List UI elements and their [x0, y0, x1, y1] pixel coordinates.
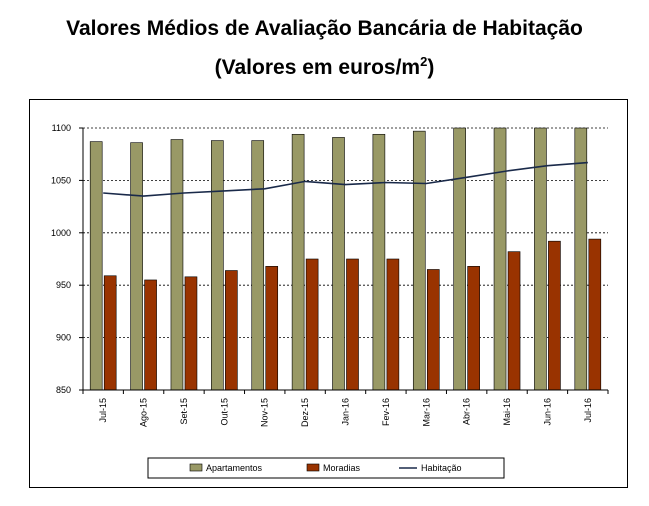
legend-swatch — [189, 463, 203, 472]
bar-apartamentos — [453, 127, 466, 391]
bar-moradias — [588, 238, 602, 391]
x-tick-label: Nov-15 — [260, 398, 270, 427]
y-tick-label: 850 — [56, 385, 71, 395]
bar-moradias — [426, 269, 440, 391]
x-tick-labels: Jul-15 Ago-15 Set-15 Out-15 Nov-15 Dez-15 Jan-… — [98, 398, 593, 427]
bar-apartamentos — [372, 133, 386, 391]
x-tick-label: Fev-16 — [381, 398, 391, 426]
y-tick-label: 1100 — [52, 123, 71, 133]
chart-subtitle: (Valores em euros/m2) — [214, 54, 435, 79]
bar-apartamentos — [130, 142, 143, 391]
bar-moradias — [225, 270, 238, 391]
x-tick-label: Ago-15 — [139, 398, 149, 427]
bar-apartamentos — [211, 140, 224, 391]
bar-moradias — [386, 258, 400, 391]
bar-apartamentos — [89, 141, 103, 391]
x-tick-label: Set-15 — [179, 398, 189, 425]
bar-apartamentos — [291, 133, 305, 391]
x-tick-label: Mai-16 — [502, 398, 512, 426]
bar-apartamentos — [170, 139, 184, 391]
axes — [79, 127, 609, 394]
y-tick-label: 900 — [56, 333, 71, 343]
bar-moradias — [103, 275, 117, 391]
gridlines — [83, 127, 608, 339]
legend-label: Habitação — [421, 463, 462, 473]
y-tick-label: 950 — [56, 280, 71, 290]
y-tick-label: 1000 — [51, 228, 71, 238]
chart-frame — [29, 99, 628, 488]
bar-moradias — [144, 279, 157, 391]
bar-moradias — [467, 266, 480, 391]
chart-title: Valores Médios de Avaliação Bancária de … — [66, 17, 583, 40]
legend-swatch — [306, 463, 320, 472]
legend-label: Apartamentos — [206, 463, 263, 473]
x-tick-label: Out-15 — [219, 398, 229, 426]
bar-moradias — [265, 266, 279, 391]
y-tick-labels: 850 900 950 1000 1050 1100 — [51, 123, 71, 395]
bar-apartamentos — [332, 137, 345, 391]
bar-moradias — [507, 251, 521, 391]
x-tick-label: Jul-16 — [583, 398, 593, 423]
x-tick-label: Dez-15 — [300, 398, 310, 427]
x-tick-label: Abr-16 — [462, 398, 472, 425]
legend: Apartamentos Moradias Habitação — [147, 457, 505, 479]
x-tick-label: Jul-15 — [98, 398, 108, 423]
bar-apartamentos — [574, 127, 588, 391]
x-tick-label: Mar-16 — [421, 398, 431, 427]
legend-box — [147, 457, 505, 479]
bar-apartamentos — [493, 127, 507, 391]
bar-moradias — [305, 258, 319, 391]
bar-apartamentos — [412, 130, 426, 391]
x-tick-label: Jan-16 — [341, 398, 351, 426]
bar-moradias — [184, 276, 198, 391]
bar-apartamentos — [251, 140, 265, 391]
line-habitacao — [103, 161, 588, 197]
legend-label: Moradias — [323, 463, 361, 473]
x-tick-label: Jun-16 — [542, 398, 552, 426]
bars — [89, 127, 602, 391]
bar-moradias — [346, 258, 359, 391]
habitacao-line — [103, 161, 588, 197]
y-tick-label: 1050 — [51, 175, 71, 185]
bar-moradias — [548, 240, 561, 391]
